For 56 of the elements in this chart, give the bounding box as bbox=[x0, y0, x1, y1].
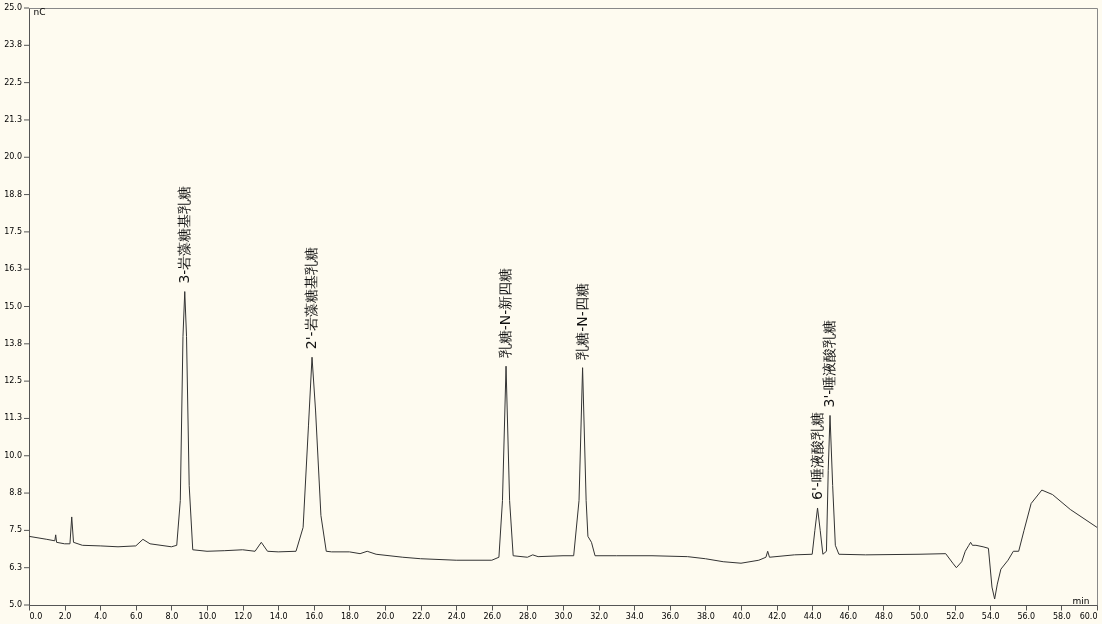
x-tick-label: 42.0 bbox=[768, 611, 787, 621]
x-tick-label: 24.0 bbox=[447, 611, 466, 621]
x-tick-label: 26.0 bbox=[483, 611, 502, 621]
y-tick-label: 17.5 bbox=[4, 226, 22, 236]
x-tick-label: 58.0 bbox=[1052, 611, 1071, 621]
x-tick-label: 32.0 bbox=[590, 611, 609, 621]
y-tick-label: 12.5 bbox=[4, 376, 22, 386]
x-tick-label: 2.0 bbox=[58, 611, 72, 621]
y-tick-label: 23.8 bbox=[4, 40, 22, 50]
y-tick-label: 11.3 bbox=[4, 413, 22, 423]
y-tick-label: 5.0 bbox=[9, 600, 22, 609]
x-tick-label: 14.0 bbox=[269, 611, 288, 621]
y-tick-label: 15.0 bbox=[4, 301, 22, 311]
x-tick-label: 44.0 bbox=[803, 611, 822, 621]
x-axis-title: min bbox=[1072, 595, 1090, 606]
x-tick-label: 48.0 bbox=[874, 611, 893, 621]
y-tick-label: 6.3 bbox=[9, 562, 22, 572]
annotation: 3-岩藻糖基乳糖 bbox=[175, 185, 192, 284]
x-tick-label: 56.0 bbox=[1017, 611, 1036, 621]
annotation: 乳糖-N-四糖 bbox=[573, 283, 590, 360]
x-tick-label: 12.0 bbox=[234, 611, 253, 621]
y-tick-label: 10.0 bbox=[4, 450, 22, 460]
x-tick-label: 60.0 bbox=[1079, 611, 1098, 621]
x-tick-label: 20.0 bbox=[376, 611, 395, 621]
x-tick-label: 40.0 bbox=[732, 611, 751, 621]
y-tick-label: 20.0 bbox=[4, 152, 22, 162]
y-tick-label: 25.0 bbox=[4, 3, 22, 12]
x-tick-label: 30.0 bbox=[554, 611, 573, 621]
x-tick-label: 18.0 bbox=[340, 611, 359, 621]
y-tick-label: 16.3 bbox=[4, 264, 22, 274]
x-tick-label: 38.0 bbox=[696, 611, 715, 621]
y-tick-label: 8.8 bbox=[9, 488, 22, 498]
x-tick-label: 34.0 bbox=[625, 611, 644, 621]
x-tick-label: 36.0 bbox=[661, 611, 680, 621]
y-tick-label: 7.5 bbox=[9, 525, 22, 535]
y-axis-title: nC bbox=[33, 6, 46, 17]
x-tick-label: 16.0 bbox=[305, 611, 324, 621]
x-tick-label: 46.0 bbox=[839, 611, 858, 621]
y-tick-label: 21.3 bbox=[4, 114, 22, 124]
x-tick-label: 10.0 bbox=[198, 611, 217, 621]
y-tick-label: 22.5 bbox=[4, 77, 22, 87]
x-tick-label: 4.0 bbox=[94, 611, 108, 621]
x-tick-label: 8.0 bbox=[165, 611, 179, 621]
x-tick-label: 28.0 bbox=[518, 611, 537, 621]
annotation: 6'-唾液酸乳糖 bbox=[808, 412, 825, 500]
annotation: 2'-岩藻糖基乳糖 bbox=[303, 247, 320, 350]
y-tick-label: 18.8 bbox=[4, 189, 22, 199]
x-tick-label: 54.0 bbox=[981, 611, 1000, 621]
x-tick-label: 22.0 bbox=[412, 611, 431, 621]
annotation: 乳糖-N-新四糖 bbox=[497, 267, 514, 359]
x-tick-label: 6.0 bbox=[129, 611, 143, 621]
y-tick-label: 13.8 bbox=[4, 338, 22, 348]
x-tick-label: 52.0 bbox=[946, 611, 965, 621]
x-tick-label: 0.0 bbox=[29, 611, 43, 621]
annotation: 3'-唾液酸乳糖 bbox=[821, 319, 837, 408]
x-tick-label: 50.0 bbox=[910, 611, 929, 621]
